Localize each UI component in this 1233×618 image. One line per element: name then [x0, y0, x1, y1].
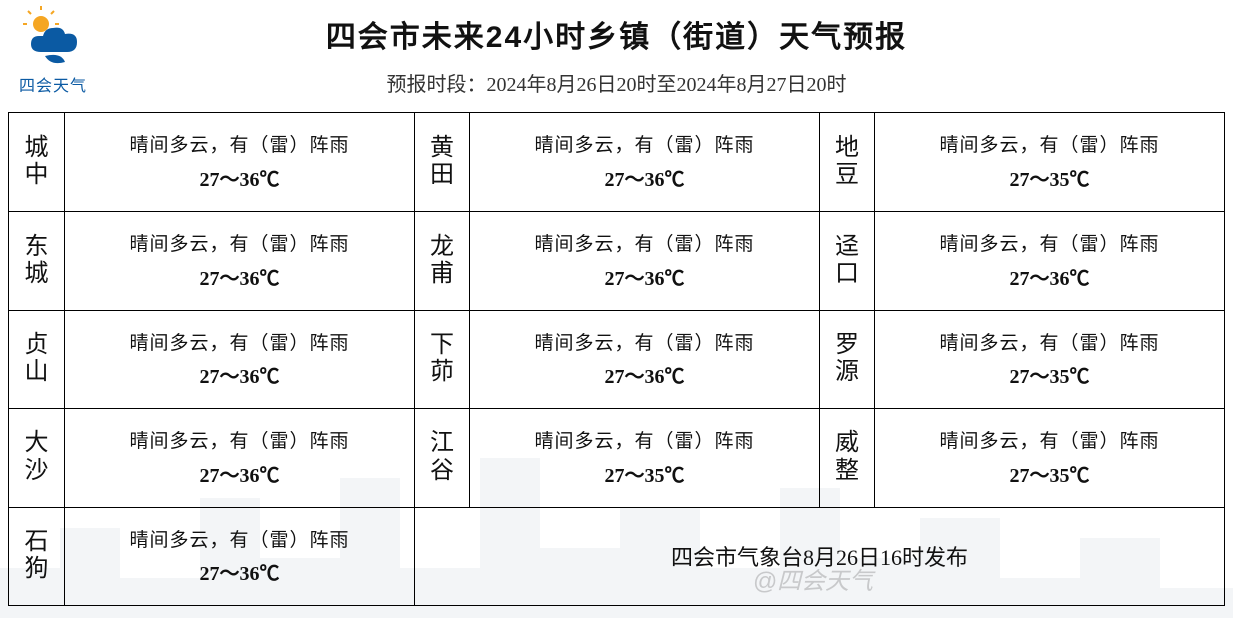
- weather-forecast-page: 四会天气 四会市未来24小时乡镇（街道）天气预报 预报时段：2024年8月26日…: [0, 0, 1233, 618]
- town-name: 迳口: [835, 234, 859, 289]
- temperature-range: 27～36℃: [1010, 262, 1090, 291]
- weather-text: 晴间多云，有（雷）阵雨: [534, 231, 754, 260]
- forecast-period: 预报时段：2024年8月26日20时至2024年8月27日20时: [0, 68, 1233, 97]
- page-title: 四会市未来24小时乡镇（街道）天气预报: [0, 0, 1233, 56]
- logo: 四会天气: [10, 6, 96, 96]
- town-name: 石狗: [25, 529, 49, 584]
- town-name-cell: 东城: [9, 211, 64, 309]
- temperature-range: 27～35℃: [1010, 163, 1090, 192]
- logo-text: 四会天气: [10, 72, 96, 96]
- town-name: 江谷: [430, 430, 454, 485]
- town-name: 黄田: [430, 135, 454, 190]
- forecast-cell: 晴间多云，有（雷）阵雨27～36℃: [64, 211, 414, 309]
- forecast-cell: 晴间多云，有（雷）阵雨27～36℃: [469, 113, 819, 211]
- town-name: 地豆: [835, 135, 859, 190]
- forecast-cell: 晴间多云，有（雷）阵雨27～35℃: [469, 408, 819, 506]
- forecast-cell: 晴间多云，有（雷）阵雨27～35℃: [874, 408, 1224, 506]
- town-name: 城中: [25, 135, 49, 190]
- temperature-range: 27～36℃: [605, 262, 685, 291]
- temperature-range: 27～36℃: [200, 459, 280, 488]
- town-name-cell: 城中: [9, 113, 64, 211]
- town-name-cell: 迳口: [819, 211, 874, 309]
- town-name: 下茆: [430, 332, 454, 387]
- forecast-cell: 晴间多云，有（雷）阵雨27～36℃: [469, 211, 819, 309]
- weather-text: 晴间多云，有（雷）阵雨: [939, 330, 1159, 359]
- forecast-cell: 晴间多云，有（雷）阵雨27～36℃: [64, 507, 414, 605]
- temperature-range: 27～36℃: [200, 262, 280, 291]
- town-name-cell: 下茆: [414, 310, 469, 408]
- forecast-cell: 晴间多云，有（雷）阵雨27～35℃: [874, 310, 1224, 408]
- weather-text: 晴间多云，有（雷）阵雨: [939, 428, 1159, 457]
- town-name-cell: 黄田: [414, 113, 469, 211]
- forecast-cell: 晴间多云，有（雷）阵雨27～36℃: [64, 113, 414, 211]
- temperature-range: 27～36℃: [605, 360, 685, 389]
- forecast-cell: 晴间多云，有（雷）阵雨27～36℃: [64, 408, 414, 506]
- town-name-cell: 石狗: [9, 507, 64, 605]
- period-value: 2024年8月26日20时至2024年8月27日20时: [487, 74, 847, 96]
- town-name-cell: 龙甫: [414, 211, 469, 309]
- temperature-range: 27～35℃: [1010, 459, 1090, 488]
- weather-text: 晴间多云，有（雷）阵雨: [129, 527, 349, 556]
- issuer-cell: 四会市气象台8月26日16时发布: [414, 507, 1224, 605]
- weather-text: 晴间多云，有（雷）阵雨: [534, 132, 754, 161]
- town-name: 贞山: [25, 332, 49, 387]
- period-label: 预报时段：: [387, 74, 487, 96]
- town-name: 龙甫: [430, 234, 454, 289]
- weather-text: 晴间多云，有（雷）阵雨: [129, 428, 349, 457]
- town-name: 罗源: [835, 332, 859, 387]
- forecast-cell: 晴间多云，有（雷）阵雨27～36℃: [469, 310, 819, 408]
- weather-text: 晴间多云，有（雷）阵雨: [534, 428, 754, 457]
- temperature-range: 27～35℃: [1010, 360, 1090, 389]
- town-name-cell: 江谷: [414, 408, 469, 506]
- town-name-cell: 地豆: [819, 113, 874, 211]
- temperature-range: 27～36℃: [200, 163, 280, 192]
- town-name-cell: 威整: [819, 408, 874, 506]
- forecast-cell: 晴间多云，有（雷）阵雨27～36℃: [64, 310, 414, 408]
- weather-logo-icon: [21, 6, 85, 70]
- temperature-range: 27～36℃: [200, 557, 280, 586]
- forecast-cell: 晴间多云，有（雷）阵雨27～36℃: [874, 211, 1224, 309]
- forecast-table: 城中晴间多云，有（雷）阵雨27～36℃黄田晴间多云，有（雷）阵雨27～36℃地豆…: [8, 112, 1225, 606]
- temperature-range: 27～36℃: [605, 163, 685, 192]
- temperature-range: 27～36℃: [200, 360, 280, 389]
- town-name-cell: 贞山: [9, 310, 64, 408]
- town-name-cell: 大沙: [9, 408, 64, 506]
- weather-text: 晴间多云，有（雷）阵雨: [129, 330, 349, 359]
- weather-text: 晴间多云，有（雷）阵雨: [129, 231, 349, 260]
- forecast-cell: 晴间多云，有（雷）阵雨27～35℃: [874, 113, 1224, 211]
- weather-text: 晴间多云，有（雷）阵雨: [534, 330, 754, 359]
- weather-text: 晴间多云，有（雷）阵雨: [129, 132, 349, 161]
- weather-text: 晴间多云，有（雷）阵雨: [939, 132, 1159, 161]
- town-name-cell: 罗源: [819, 310, 874, 408]
- temperature-range: 27～35℃: [605, 459, 685, 488]
- weather-text: 晴间多云，有（雷）阵雨: [939, 231, 1159, 260]
- town-name: 东城: [25, 234, 49, 289]
- town-name: 大沙: [25, 430, 49, 485]
- town-name: 威整: [835, 430, 859, 485]
